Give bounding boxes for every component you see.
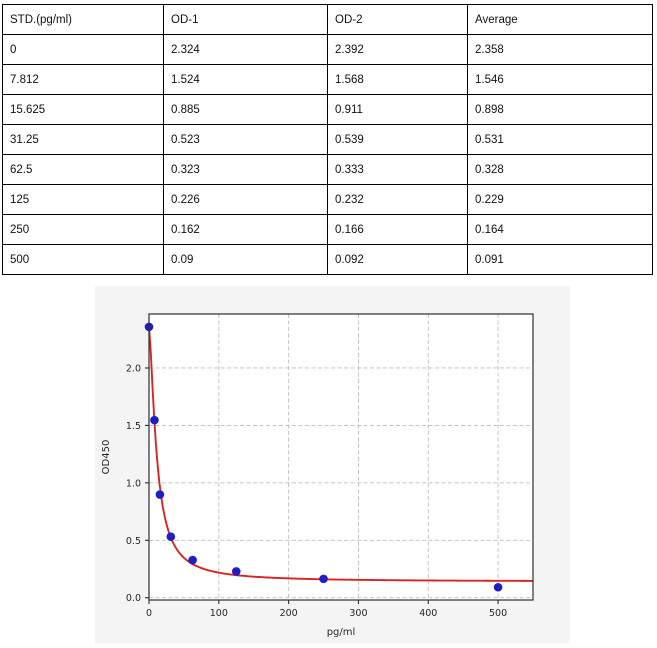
table-cell: 125	[2, 184, 164, 215]
table-row: 500 0.09 0.092 0.091	[2, 244, 653, 275]
standards-table-header: STD.(pg/ml) OD-1 OD-2 Average	[2, 4, 653, 35]
table-cell: 0.229	[467, 184, 653, 215]
table-cell: 0.232	[327, 184, 468, 215]
table-cell: 0.226	[163, 184, 328, 215]
table-cell: 0.531	[467, 124, 653, 155]
table-cell: 0	[2, 34, 164, 65]
y-tick-label: 2.0	[126, 363, 141, 374]
table-cell: 0.091	[467, 244, 653, 275]
x-tick-label: 0	[146, 608, 152, 619]
y-tick-label: 1.5	[126, 421, 141, 432]
standard-curve-chart: 0 100 200 300 400 500 0.0 0.5 1.0 1.5 2.0 pg/ml OD45…	[101, 313, 534, 638]
table-cell: 31.25	[2, 124, 164, 155]
data-point	[166, 532, 176, 542]
table-cell: 0.162	[163, 214, 328, 245]
standards-table-body: 0 2.324 2.392 2.358 7.812 1.524 1.568 1.546 15.6…	[2, 34, 653, 275]
table-row: 31.25 0.523 0.539 0.531	[2, 124, 653, 155]
table-cell: 250	[2, 214, 164, 245]
table-row: 62.5 0.323 0.333 0.328	[2, 154, 653, 185]
table-cell: 1.546	[467, 64, 653, 95]
data-point	[155, 490, 165, 499]
y-tick-label: 1.0	[126, 478, 141, 489]
x-tick-label: 100	[210, 608, 228, 619]
table-cell: 2.392	[327, 34, 468, 65]
table-cell: 0.164	[467, 214, 653, 245]
x-tick-label: 300	[349, 608, 367, 619]
data-point	[231, 567, 241, 576]
table-cell: 0.092	[327, 244, 468, 275]
table-cell: 0.328	[467, 154, 653, 185]
table-header-row: STD.(pg/ml) OD-1 OD-2 Average	[2, 4, 653, 35]
plot-border	[148, 313, 534, 601]
x-tick-label: 200	[280, 608, 298, 619]
table-cell: 0.911	[327, 94, 468, 125]
data-point	[493, 582, 503, 592]
data-point	[319, 574, 328, 584]
table-cell: 0.166	[327, 214, 468, 245]
y-axis-label: OD450	[101, 440, 112, 475]
table-cell: 62.5	[2, 154, 164, 185]
table-cell: 0.333	[327, 154, 468, 185]
standards-table: STD.(pg/ml) OD-1 OD-2 Average 0 2.324 2.392 2.…	[2, 4, 653, 275]
table-row: 0 2.324 2.392 2.358	[2, 34, 653, 65]
table-cell: 0.323	[163, 154, 328, 185]
table-cell: 2.324	[163, 34, 328, 65]
table-cell: 0.539	[327, 124, 468, 155]
table-cell: 7.812	[2, 64, 164, 95]
data-point	[150, 415, 159, 425]
data-point	[188, 555, 197, 565]
table-cell: 500	[2, 244, 164, 275]
table-row: 250 0.162 0.166 0.164	[2, 214, 653, 245]
column-header: Average	[467, 4, 653, 35]
y-tick-label: 0.0	[126, 593, 141, 604]
y-tick-label: 0.5	[126, 536, 141, 547]
table-cell: 1.524	[163, 64, 328, 95]
x-tick-label: 400	[419, 608, 437, 619]
column-header: OD-1	[163, 4, 328, 35]
table-cell: 0.523	[163, 124, 328, 155]
x-tick-label: 500	[489, 608, 507, 619]
table-row: 7.812 1.524 1.568 1.546	[2, 64, 653, 95]
table-cell: 0.885	[163, 94, 328, 125]
table-row: 125 0.226 0.232 0.229	[2, 184, 653, 215]
table-cell: 2.358	[467, 34, 653, 65]
plot-area	[149, 314, 533, 600]
column-header: STD.(pg/ml)	[2, 4, 164, 35]
table-cell: 0.09	[163, 244, 328, 275]
column-header: OD-2	[327, 4, 468, 35]
fit-curve	[148, 326, 533, 582]
x-axis-label: pg/ml	[327, 627, 356, 638]
table-row: 15.625 0.885 0.911 0.898	[2, 94, 653, 125]
table-cell: 1.568	[327, 64, 468, 95]
standard-curve-figure: 0 100 200 300 400 500 0.0 0.5 1.0 1.5 2.0 pg/ml OD45…	[95, 286, 570, 643]
table-cell: 15.625	[2, 94, 164, 125]
table-cell: 0.898	[467, 94, 653, 125]
